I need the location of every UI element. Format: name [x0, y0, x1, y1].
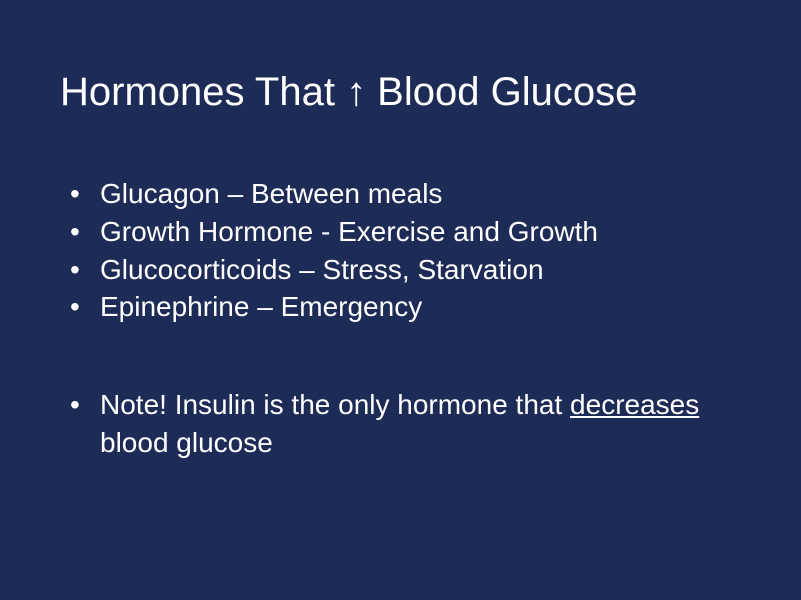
up-arrow-icon: ↑: [346, 70, 366, 114]
hormone-bullet-list: Glucagon – Between meals Growth Hormone …: [60, 175, 741, 326]
list-item: Epinephrine – Emergency: [60, 288, 741, 326]
slide-title: Hormones That ↑ Blood Glucose: [60, 70, 741, 115]
title-suffix: Blood Glucose: [366, 70, 637, 114]
list-item: Growth Hormone - Exercise and Growth: [60, 213, 741, 251]
note-prefix: Note! Insulin is the only hormone that: [100, 389, 570, 420]
note-bullet-list: Note! Insulin is the only hormone that d…: [60, 386, 741, 462]
list-item: Glucocorticoids – Stress, Starvation: [60, 251, 741, 289]
note-underlined: decreases: [570, 389, 699, 420]
list-item: Glucagon – Between meals: [60, 175, 741, 213]
note-item: Note! Insulin is the only hormone that d…: [60, 386, 741, 462]
title-prefix: Hormones That: [60, 70, 346, 114]
slide: Hormones That ↑ Blood Glucose Glucagon –…: [0, 0, 801, 600]
note-suffix: blood glucose: [100, 427, 273, 458]
